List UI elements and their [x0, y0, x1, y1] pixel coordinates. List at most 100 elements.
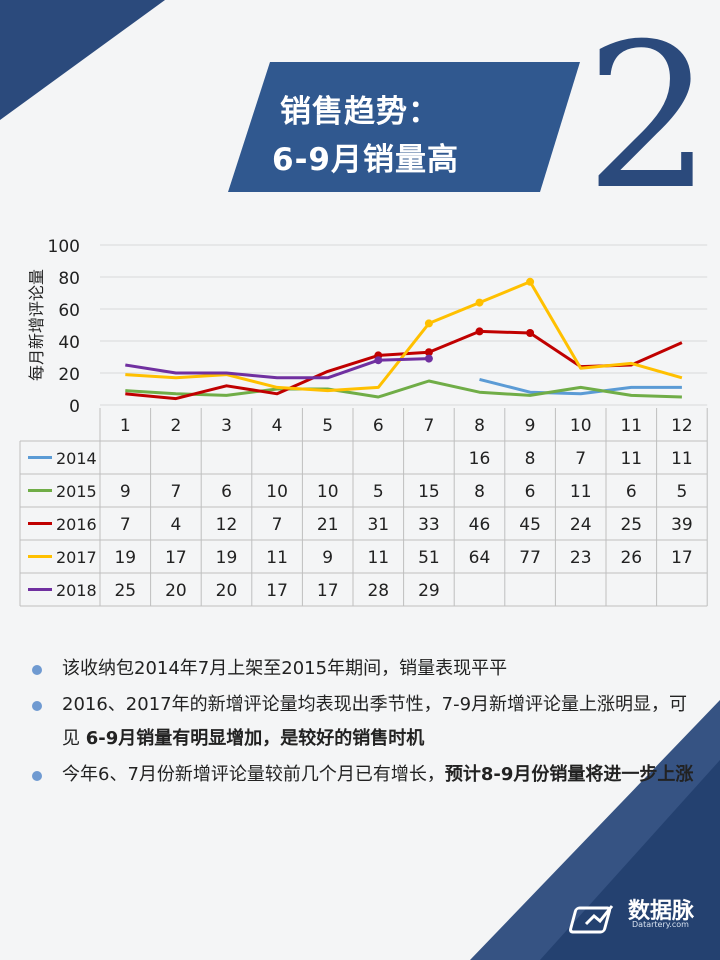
x-tick-label: 3 — [221, 416, 232, 436]
bullet-text-bold: 预计8-9月份销量将进一步上涨 — [444, 764, 694, 785]
data-label: 17 — [317, 581, 339, 601]
section-number: 2 — [585, 1, 713, 234]
bullet-text: 该收纳包2014年7月上架至2015年期间，销量表现平平 — [62, 658, 508, 679]
y-tick-label: 100 — [48, 237, 80, 257]
data-label: 7 — [120, 515, 131, 535]
x-tick-label: 12 — [671, 416, 693, 436]
data-label: 77 — [519, 548, 541, 568]
bullet-item: 2016、2017年的新增评论量均表现出季节性，7-9月新增评论量上涨明显，可见… — [32, 688, 702, 756]
data-label: 12 — [216, 515, 238, 535]
data-label: 6 — [626, 482, 637, 502]
title-line-2: 6-9月销量高 — [272, 142, 460, 178]
bullet-dot-icon — [32, 771, 42, 781]
data-label: 20 — [216, 581, 238, 601]
data-point — [374, 356, 383, 365]
data-point — [475, 298, 484, 307]
data-label: 9 — [322, 548, 333, 568]
data-label: 25 — [114, 581, 136, 601]
data-label: 11 — [620, 449, 642, 469]
series-line-2017 — [125, 280, 683, 393]
bullet-text-bold: 6-9月销量有明显增加，是较好的销售时机 — [85, 728, 425, 749]
data-label: 11 — [367, 548, 389, 568]
data-point — [424, 348, 433, 357]
y-tick-label: 20 — [58, 365, 80, 385]
data-label: 51 — [418, 548, 440, 568]
data-label: 17 — [671, 548, 693, 568]
data-label: 7 — [170, 482, 181, 502]
legend-label: 2018 — [56, 581, 97, 600]
data-label: 45 — [519, 515, 541, 535]
bullet-dot-icon — [32, 665, 42, 675]
data-label: 19 — [114, 548, 136, 568]
data-label: 26 — [620, 548, 642, 568]
data-label: 5 — [373, 482, 384, 502]
data-label: 10 — [317, 482, 339, 502]
y-tick-label: 60 — [58, 301, 80, 321]
data-label: 17 — [266, 581, 288, 601]
data-point — [526, 329, 535, 337]
data-label: 39 — [671, 515, 693, 535]
x-tick-label: 7 — [423, 416, 434, 436]
data-label: 25 — [620, 515, 642, 535]
data-label: 7 — [272, 515, 283, 535]
data-label: 23 — [570, 548, 592, 568]
series-line-2014 — [479, 377, 682, 396]
data-label: 11 — [671, 449, 693, 469]
x-tick-label: 10 — [570, 416, 592, 436]
data-label: 7 — [575, 449, 586, 469]
data-label: 6 — [221, 482, 232, 502]
bullet-dot-icon — [32, 701, 42, 711]
legend-label: 2014 — [56, 449, 97, 468]
data-point — [475, 327, 484, 336]
data-label: 16 — [469, 449, 491, 469]
y-axis-label: 每月新增评论量 — [27, 269, 46, 381]
x-tick-label: 5 — [322, 416, 333, 436]
data-label: 33 — [418, 515, 440, 535]
x-tick-label: 11 — [620, 416, 642, 436]
data-label: 29 — [418, 581, 440, 601]
x-tick-label: 2 — [170, 416, 181, 436]
bullet-item: 今年6、7月份新增评论量较前几个月已有增长，预计8-9月份销量将进一步上涨 — [32, 758, 702, 792]
x-tick-label: 8 — [474, 416, 485, 436]
x-tick-label: 4 — [272, 416, 283, 436]
data-label: 4 — [170, 515, 181, 535]
data-label: 17 — [165, 548, 187, 568]
series-line-2015 — [125, 379, 682, 399]
legend-label: 2015 — [56, 482, 97, 501]
data-label: 19 — [216, 548, 238, 568]
series-line-2018 — [125, 357, 429, 380]
data-label: 31 — [367, 515, 389, 535]
data-point — [424, 319, 433, 328]
data-label: 28 — [367, 581, 389, 601]
title-banner — [228, 62, 580, 192]
data-label: 46 — [469, 515, 491, 535]
logo-subtitle: Datartery.com — [632, 920, 689, 929]
data-label: 11 — [570, 482, 592, 502]
data-label: 9 — [120, 482, 131, 502]
data-label: 8 — [474, 482, 485, 502]
data-point — [424, 354, 433, 363]
y-tick-label: 40 — [58, 333, 80, 353]
title-line-1: 销售趋势： — [280, 94, 440, 130]
y-tick-label: 0 — [69, 397, 80, 417]
data-label: 20 — [165, 581, 187, 601]
data-label: 64 — [469, 548, 491, 568]
data-label: 15 — [418, 482, 440, 502]
bullet-item: 该收纳包2014年7月上架至2015年期间，销量表现平平 — [32, 652, 702, 686]
x-tick-label: 1 — [120, 416, 131, 436]
datartery-logo-icon — [568, 905, 614, 934]
data-label: 6 — [525, 482, 536, 502]
bullet-list: 该收纳包2014年7月上架至2015年期间，销量表现平平 2016、2017年的新… — [32, 652, 702, 794]
data-label: 8 — [525, 449, 536, 469]
x-tick-label: 6 — [373, 416, 384, 436]
legend-label: 2017 — [56, 548, 97, 567]
data-point — [526, 277, 535, 286]
bullet-text: 2016、2017年的新增评论量均表现出季节性，7-9月新增评论量上涨明显，可见 — [62, 694, 688, 749]
logo-name: 数据脉 — [628, 899, 695, 924]
data-label: 24 — [570, 515, 592, 535]
data-label: 10 — [266, 482, 288, 502]
x-tick-label: 9 — [525, 416, 536, 436]
data-label: 21 — [317, 515, 339, 535]
